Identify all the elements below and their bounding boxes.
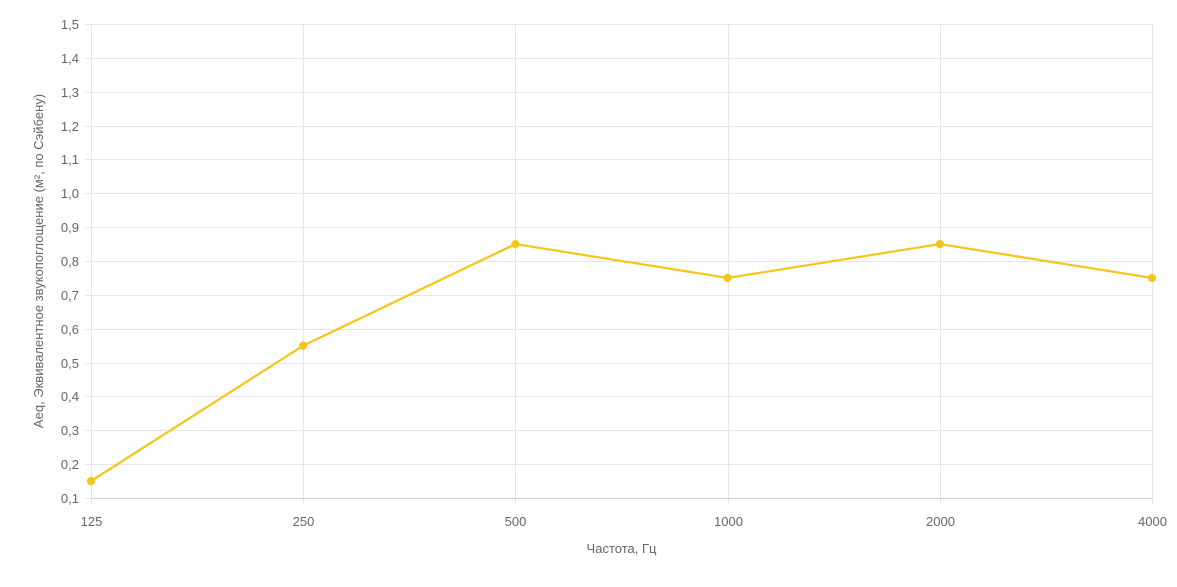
y-tick-label: 0,9 xyxy=(61,220,79,235)
x-axis-ticks: 125 250 500 1000 2000 4000 xyxy=(81,514,1167,529)
series-layer xyxy=(86,239,1157,486)
y-tick-label: 0,4 xyxy=(61,389,79,404)
horizontal-grid-lines xyxy=(91,24,1152,465)
y-tick-label: 0,8 xyxy=(61,254,79,269)
y-tick-label: 1,5 xyxy=(61,17,79,32)
y-tick-label: 0,5 xyxy=(61,356,79,371)
x-tick-label: 125 xyxy=(81,514,103,529)
x-tick-label: 4000 xyxy=(1138,514,1167,529)
y-tick-label: 1,2 xyxy=(61,119,79,134)
y-tick-label: 1,4 xyxy=(61,51,79,66)
data-point-4000[interactable] xyxy=(1147,273,1157,283)
y-tick-label: 0,2 xyxy=(61,457,79,472)
y-tick-label: 1,3 xyxy=(61,85,79,100)
y-tick-label: 0,7 xyxy=(61,288,79,303)
data-point-2000[interactable] xyxy=(935,239,944,249)
y-tick-label: 1,1 xyxy=(61,152,79,167)
data-point-250[interactable] xyxy=(299,341,308,350)
y-tick-label: 0,6 xyxy=(61,322,79,337)
y-tick-label: 1,0 xyxy=(61,186,79,201)
x-axis-title: Частота, Гц xyxy=(587,541,657,556)
data-point-125[interactable] xyxy=(86,476,96,486)
x-tick-label: 2000 xyxy=(926,514,955,529)
series-line xyxy=(90,242,1153,482)
data-point-1000[interactable] xyxy=(723,273,732,283)
x-tick-label: 250 xyxy=(293,514,315,529)
y-axis-title: Aeq, Эквивалентное звукопоглощение (м², … xyxy=(31,94,46,428)
x-tick-label: 500 xyxy=(505,514,527,529)
x-tick-label: 1000 xyxy=(714,514,743,529)
y-tick-label: 0,3 xyxy=(61,423,79,438)
y-axis-ticks: 0,1 0,2 0,3 0,4 0,5 0,6 0,7 0,8 0,9 1,0 1,1 1,2 1,3 1… xyxy=(61,17,91,506)
data-point-500[interactable] xyxy=(511,239,520,249)
y-tick-label: 0,1 xyxy=(61,491,79,506)
vertical-grid-lines xyxy=(91,24,1153,504)
